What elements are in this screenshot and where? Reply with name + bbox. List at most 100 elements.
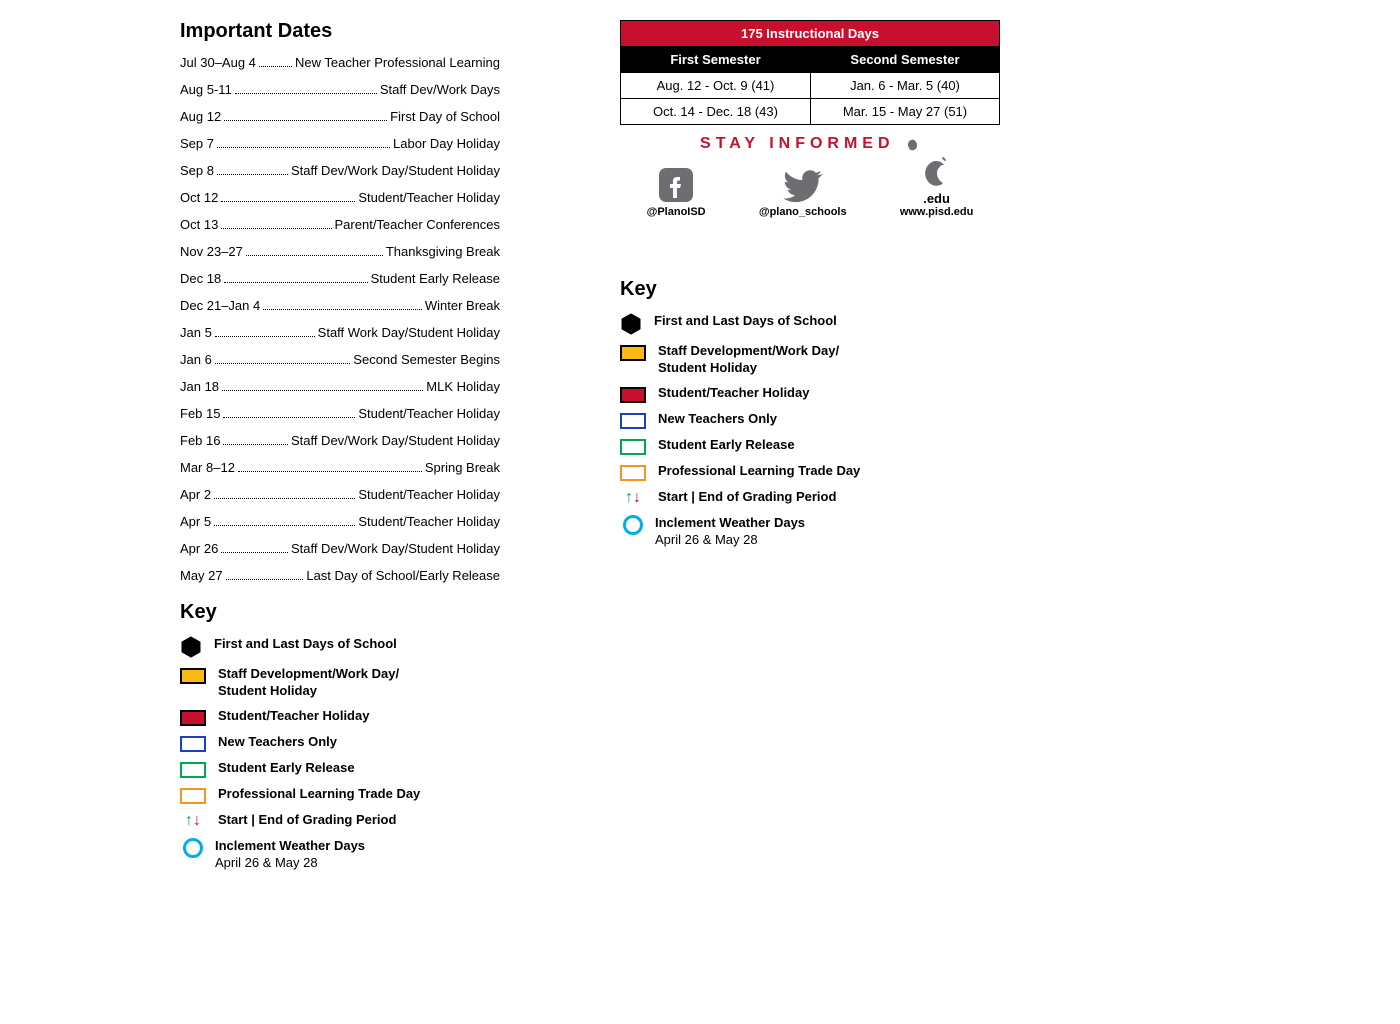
- key-label: Student Early Release: [658, 437, 795, 454]
- date-label: Aug 12: [180, 109, 221, 124]
- date-desc: Staff Dev/Work Day/Student Holiday: [291, 541, 500, 556]
- key-block-left: Key First and Last Days of School Staff D…: [180, 601, 500, 872]
- date-label: Apr 26: [180, 541, 218, 556]
- date-row: Apr 5Student/Teacher Holiday: [180, 514, 500, 529]
- key-row: Staff Development/Work Day/Student Holid…: [180, 666, 500, 700]
- date-row: Apr 26 Staff Dev/Work Day/Student Holiday: [180, 541, 500, 556]
- inst-cell: Jan. 6 - Mar. 5 (40): [810, 73, 999, 99]
- key-label: Student/Teacher Holiday: [218, 708, 369, 725]
- date-row: Jul 30–Aug 4 New Teacher Professional Lea…: [180, 55, 500, 70]
- rect-swatch: [180, 762, 206, 778]
- inst-header: 175 Instructional Days: [621, 21, 1000, 47]
- key-label: Professional Learning Trade Day: [218, 786, 420, 803]
- key-label: Student Early Release: [218, 760, 355, 777]
- date-label: Sep 7: [180, 136, 214, 151]
- rect-swatch: [620, 413, 646, 429]
- inst-cell: Aug. 12 - Oct. 9 (41): [621, 73, 811, 99]
- date-label: Nov 23–27: [180, 244, 243, 259]
- key-row: First and Last Days of School: [620, 313, 1000, 335]
- date-row: Aug 12 First Day of School: [180, 109, 500, 124]
- social-item[interactable]: @PlanoISD: [647, 166, 706, 218]
- key-label: Inclement Weather DaysApril 26 & May 28: [655, 515, 805, 549]
- key-label: New Teachers Only: [658, 411, 777, 428]
- date-label: Jul 30–Aug 4: [180, 55, 256, 70]
- date-label: Mar 8–12: [180, 460, 235, 475]
- twitter-icon: [782, 168, 824, 204]
- key-row: Student/Teacher Holiday: [620, 385, 1000, 403]
- date-desc: Parent/Teacher Conferences: [335, 217, 500, 232]
- social-row: @PlanoISD @plano_schools .eduwww.pisd.edu: [620, 157, 1000, 218]
- date-label: Jan 5: [180, 325, 212, 340]
- date-desc: Staff Dev/Work Day/Student Holiday: [291, 433, 500, 448]
- date-label: Dec 18: [180, 271, 221, 286]
- date-desc: Student/Teacher Holiday: [358, 487, 500, 502]
- date-row: Apr 2 Student/Teacher Holiday: [180, 487, 500, 502]
- date-row: Nov 23–27 Thanksgiving Break: [180, 244, 500, 259]
- social-label: @PlanoISD: [647, 206, 706, 218]
- date-label: Jan 18: [180, 379, 219, 394]
- key-label: Start | End of Grading Period: [218, 812, 396, 829]
- date-desc: Last Day of School/Early Release: [306, 568, 500, 583]
- key-label: Staff Development/Work Day/Student Holid…: [218, 666, 399, 700]
- date-row: Aug 5-11Staff Dev/Work Days: [180, 82, 500, 97]
- key-row: Inclement Weather DaysApril 26 & May 28: [620, 515, 1000, 549]
- date-label: May 27: [180, 568, 223, 583]
- date-row: Dec 18Student Early Release: [180, 271, 500, 286]
- key-row: New Teachers Only: [180, 734, 500, 752]
- key-row: Inclement Weather DaysApril 26 & May 28: [180, 838, 500, 872]
- key-row: Professional Learning Trade Day: [620, 463, 1000, 481]
- date-desc: Student/Teacher Holiday: [358, 406, 500, 421]
- key-title-left: Key: [180, 601, 500, 624]
- key-row: Student Early Release: [180, 760, 500, 778]
- hex-icon: [620, 313, 642, 335]
- key-label: First and Last Days of School: [654, 313, 837, 330]
- key-label: Student/Teacher Holiday: [658, 385, 809, 402]
- key-row: Student/Teacher Holiday: [180, 708, 500, 726]
- date-desc: Spring Break: [425, 460, 500, 475]
- key-row: Student Early Release: [620, 437, 1000, 455]
- date-row: May 27 Last Day of School/Early Release: [180, 568, 500, 583]
- apple-icon-small: [904, 136, 920, 152]
- date-label: Dec 21–Jan 4: [180, 298, 260, 313]
- date-desc: New Teacher Professional Learning: [295, 55, 500, 70]
- date-desc: Staff Dev/Work Days: [380, 82, 500, 97]
- sem1-label: First Semester: [621, 47, 811, 73]
- important-dates-title: Important Dates: [180, 20, 500, 43]
- key-label: Professional Learning Trade Day: [658, 463, 860, 480]
- date-row: Oct 13Parent/Teacher Conferences: [180, 217, 500, 232]
- inst-cell: Oct. 14 - Dec. 18 (43): [621, 99, 811, 125]
- key-label: Start | End of Grading Period: [658, 489, 836, 506]
- date-label: Apr 2: [180, 487, 211, 502]
- social-item[interactable]: @plano_schools: [759, 168, 847, 218]
- date-row: Dec 21–Jan 4 Winter Break: [180, 298, 500, 313]
- key-row: New Teachers Only: [620, 411, 1000, 429]
- key-sublabel: April 26 & May 28: [655, 532, 805, 549]
- date-label: Sep 8: [180, 163, 214, 178]
- date-desc: First Day of School: [390, 109, 500, 124]
- rect-swatch: [620, 439, 646, 455]
- social-label: @plano_schools: [759, 206, 847, 218]
- date-row: Oct 12Student/Teacher Holiday: [180, 190, 500, 205]
- key-row: Staff Development/Work Day/Student Holid…: [620, 343, 1000, 377]
- social-item[interactable]: .eduwww.pisd.edu: [900, 157, 974, 218]
- date-desc: Winter Break: [425, 298, 500, 313]
- circle-icon: [623, 515, 643, 535]
- date-desc: Thanksgiving Break: [386, 244, 500, 259]
- inst-cell: Mar. 15 - May 27 (51): [810, 99, 999, 125]
- rect-swatch: [180, 668, 206, 684]
- key-block-right: Key First and Last Days of SchoolStaff D…: [620, 278, 1000, 549]
- date-label: Apr 5: [180, 514, 211, 529]
- rect-swatch: [180, 710, 206, 726]
- important-dates-list: Jul 30–Aug 4 New Teacher Professional Lea…: [180, 55, 500, 583]
- date-row: Sep 7 Labor Day Holiday: [180, 136, 500, 151]
- date-row: Jan 6Second Semester Begins: [180, 352, 500, 367]
- arrows-icon: ↑↓: [620, 489, 646, 507]
- facebook-icon: [657, 166, 695, 204]
- circle-icon: [183, 838, 203, 858]
- key-row: First and Last Days of School: [180, 636, 500, 658]
- date-label: Oct 12: [180, 190, 218, 205]
- date-label: Jan 6: [180, 352, 212, 367]
- key-label: Inclement Weather DaysApril 26 & May 28: [215, 838, 365, 872]
- rect-swatch: [620, 345, 646, 361]
- date-desc: Labor Day Holiday: [393, 136, 500, 151]
